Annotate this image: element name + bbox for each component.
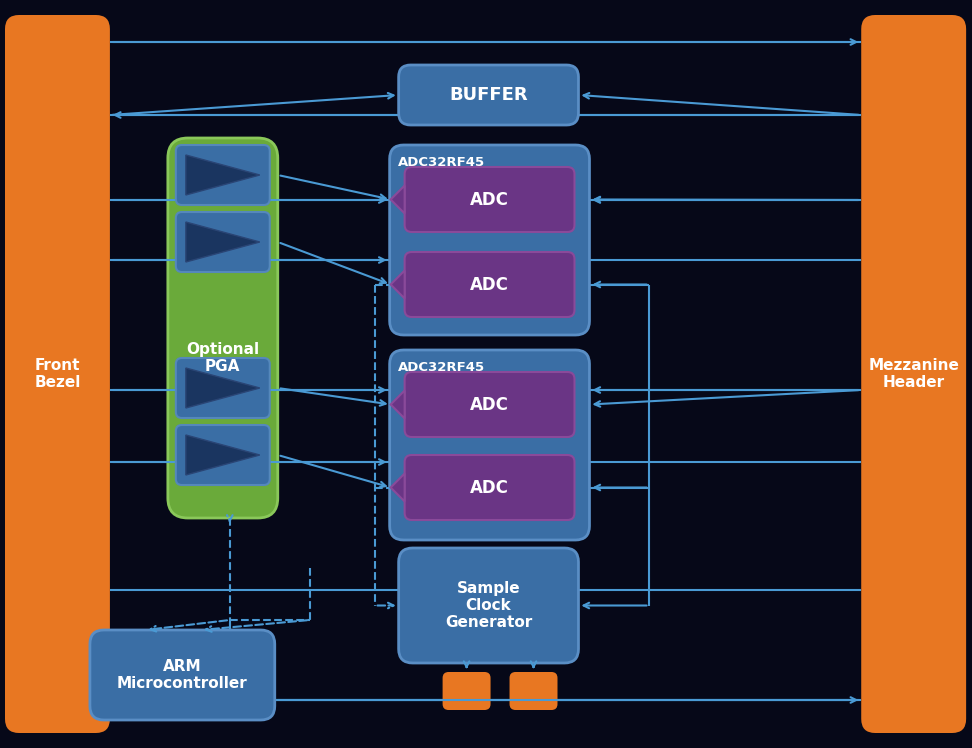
Polygon shape [186,222,260,262]
FancyBboxPatch shape [176,212,270,272]
Text: ADC32RF45: ADC32RF45 [398,156,485,168]
FancyBboxPatch shape [509,672,558,710]
FancyBboxPatch shape [861,15,966,733]
FancyBboxPatch shape [442,672,491,710]
Text: ADC32RF45: ADC32RF45 [398,361,485,373]
FancyBboxPatch shape [399,548,578,663]
Polygon shape [186,435,260,475]
Text: ADC: ADC [470,275,509,293]
FancyBboxPatch shape [390,350,589,540]
FancyBboxPatch shape [176,425,270,485]
Polygon shape [186,155,260,195]
FancyBboxPatch shape [404,455,574,520]
Text: Mezzanine
Header: Mezzanine Header [868,358,959,390]
FancyBboxPatch shape [90,630,275,720]
Text: ADC: ADC [470,191,509,209]
FancyBboxPatch shape [399,65,578,125]
Polygon shape [391,271,404,298]
Text: Sample
Clock
Generator: Sample Clock Generator [445,580,533,631]
FancyBboxPatch shape [176,145,270,205]
FancyBboxPatch shape [404,252,574,317]
Text: Optional
PGA: Optional PGA [187,342,260,374]
Text: ARM
Microcontroller: ARM Microcontroller [117,659,248,691]
FancyBboxPatch shape [404,167,574,232]
Text: ADC: ADC [470,396,509,414]
Text: BUFFER: BUFFER [449,86,528,104]
FancyBboxPatch shape [5,15,110,733]
FancyBboxPatch shape [168,138,278,518]
Text: Front
Bezel: Front Bezel [34,358,81,390]
FancyBboxPatch shape [176,358,270,418]
Polygon shape [391,473,404,501]
Polygon shape [391,390,404,418]
Text: ADC: ADC [470,479,509,497]
FancyBboxPatch shape [404,372,574,437]
Polygon shape [391,186,404,213]
Polygon shape [186,368,260,408]
FancyBboxPatch shape [390,145,589,335]
